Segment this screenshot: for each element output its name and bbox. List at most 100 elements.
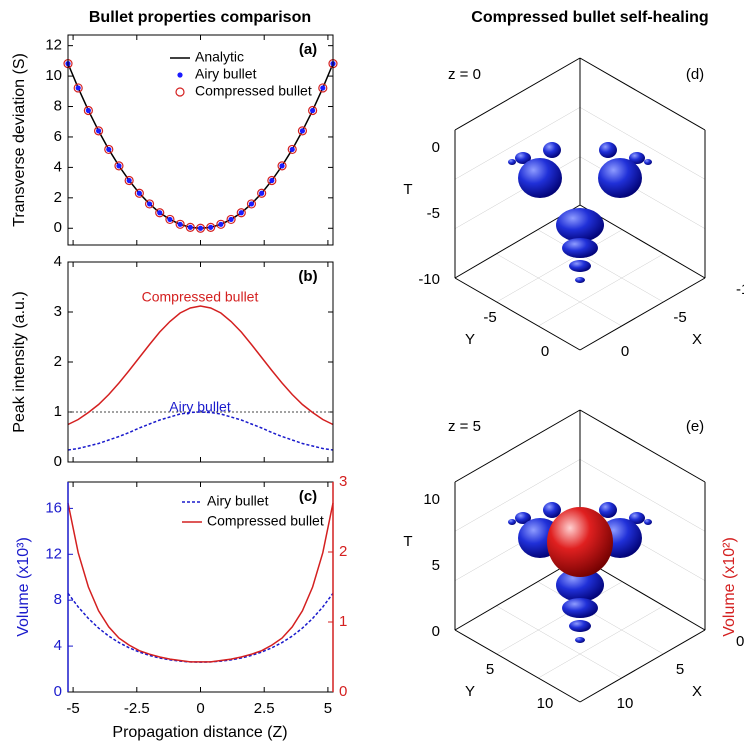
y-tick-label: 12 <box>45 37 62 54</box>
left-title: Bullet properties comparison <box>89 9 311 26</box>
y-tick-label: 0 <box>54 453 62 470</box>
marker <box>195 223 206 233</box>
marker <box>279 163 285 169</box>
box-edge <box>454 459 581 532</box>
marker <box>124 175 134 186</box>
box-edge <box>579 629 706 703</box>
plot-frame <box>67 34 334 246</box>
y-tick-label: 16 <box>45 499 62 516</box>
y2-tick-label: 3 <box>339 473 347 490</box>
axis-label: T <box>403 181 412 198</box>
marker <box>93 126 104 136</box>
isosurface <box>515 152 531 164</box>
isosurface <box>562 238 598 258</box>
box-edge <box>454 409 581 483</box>
box-edge <box>454 57 581 131</box>
tick-label: -5 <box>483 309 496 326</box>
series-line <box>67 411 334 451</box>
plot-frame <box>67 261 334 463</box>
render-label: z = 5 <box>448 418 481 435</box>
marker <box>228 216 234 223</box>
marker <box>289 146 295 153</box>
panel-tag: (b) <box>298 268 317 285</box>
isosurface <box>599 142 617 158</box>
tick-label: 10 <box>537 695 554 712</box>
x-tick-label: 2.5 <box>254 700 275 717</box>
tick-label: 0 <box>432 139 440 156</box>
marker <box>206 222 216 232</box>
marker <box>308 105 318 116</box>
series-line <box>67 592 334 663</box>
box-edge <box>538 253 664 327</box>
y-tick-label: 8 <box>54 591 62 608</box>
legend-label: Airy bullet <box>195 66 257 82</box>
marker <box>297 126 308 136</box>
axis-label: X <box>692 331 702 348</box>
marker <box>106 146 112 153</box>
marker <box>218 221 224 227</box>
marker <box>277 161 287 171</box>
axis-label: Y <box>465 331 475 348</box>
panel-tag: (c) <box>299 488 317 505</box>
y-tick-label: 8 <box>54 97 62 114</box>
marker <box>197 225 204 231</box>
isosurface <box>629 152 645 164</box>
renders: z = 0 (d) T Y X 0 -5 -10 -5 0 -10 -5 0 z = 5 (e) T Y X 10 5… <box>403 57 744 712</box>
y-axis-label: Volume (x10³) <box>15 537 32 637</box>
marker <box>320 85 326 91</box>
marker <box>83 105 93 116</box>
isosurface <box>508 519 516 525</box>
marker <box>165 214 175 225</box>
marker <box>75 85 81 91</box>
legend-label: Compressed bullet <box>207 513 324 529</box>
y-tick-label: 2 <box>54 353 62 370</box>
marker <box>104 144 114 155</box>
marker <box>299 128 306 134</box>
box-edge <box>579 459 706 532</box>
marker <box>216 219 226 229</box>
marker <box>167 216 173 223</box>
legend-swatch <box>175 87 185 97</box>
marker <box>157 210 163 216</box>
marker <box>126 177 132 184</box>
tick-label: 5 <box>676 661 684 678</box>
y-tick-label: 4 <box>54 253 62 270</box>
isosurface <box>644 159 652 165</box>
isosurface <box>629 512 645 524</box>
marker <box>134 188 144 198</box>
box-edge <box>579 107 706 180</box>
y2-tick-label: 0 <box>339 683 347 700</box>
marker <box>238 210 244 216</box>
render-label: z = 0 <box>448 66 481 83</box>
marker <box>187 224 193 230</box>
isosurface <box>569 620 591 632</box>
isosurface <box>575 637 585 643</box>
panel-tag: (d) <box>686 66 704 83</box>
legend-label: Analytic <box>195 49 244 65</box>
box-edge <box>579 277 706 351</box>
box-edge <box>496 229 622 303</box>
y-axis-label: Transverse deviation (S) <box>11 53 28 227</box>
marker <box>310 107 316 114</box>
x-axis-label: Propagation distance (Z) <box>112 724 287 741</box>
series-line <box>67 502 334 663</box>
box-edge <box>538 581 664 655</box>
tick-label: -10 <box>736 281 744 298</box>
right-title: Compressed bullet self-healing <box>471 9 708 26</box>
y-tick-label: 0 <box>54 683 62 700</box>
series-annotation: Airy bullet <box>169 399 231 415</box>
y2-tick-label: 2 <box>339 543 347 560</box>
marker <box>318 83 328 93</box>
isosurface <box>569 260 591 272</box>
x-tick-label: -5 <box>66 700 79 717</box>
marker <box>136 190 142 196</box>
tick-label: -10 <box>418 271 440 288</box>
axis-label: Y <box>465 683 475 700</box>
axis-label: X <box>692 683 702 700</box>
isosurface <box>562 598 598 618</box>
box-edge <box>454 629 581 703</box>
marker <box>177 221 183 227</box>
legend-swatch <box>177 72 183 78</box>
panel-tag: (e) <box>686 418 704 435</box>
